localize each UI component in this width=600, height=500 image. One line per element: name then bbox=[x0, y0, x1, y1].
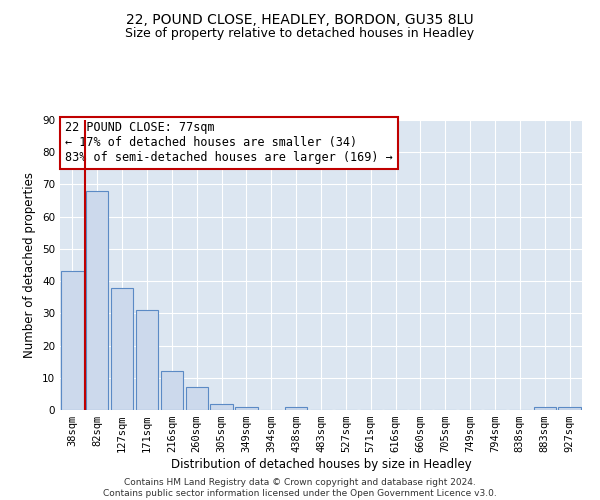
Y-axis label: Number of detached properties: Number of detached properties bbox=[23, 172, 37, 358]
Bar bbox=[111, 288, 133, 410]
Bar bbox=[161, 372, 183, 410]
Text: 22, POUND CLOSE, HEADLEY, BORDON, GU35 8LU: 22, POUND CLOSE, HEADLEY, BORDON, GU35 8… bbox=[126, 12, 474, 26]
Text: Contains HM Land Registry data © Crown copyright and database right 2024.
Contai: Contains HM Land Registry data © Crown c… bbox=[103, 478, 497, 498]
Bar bbox=[533, 407, 556, 410]
Text: 22 POUND CLOSE: 77sqm
← 17% of detached houses are smaller (34)
83% of semi-deta: 22 POUND CLOSE: 77sqm ← 17% of detached … bbox=[65, 122, 393, 164]
Bar bbox=[136, 310, 158, 410]
Bar bbox=[86, 191, 109, 410]
Bar bbox=[559, 407, 581, 410]
Bar bbox=[285, 407, 307, 410]
Bar bbox=[211, 404, 233, 410]
Bar bbox=[61, 272, 83, 410]
Bar bbox=[235, 407, 257, 410]
Bar bbox=[185, 388, 208, 410]
X-axis label: Distribution of detached houses by size in Headley: Distribution of detached houses by size … bbox=[170, 458, 472, 471]
Text: Size of property relative to detached houses in Headley: Size of property relative to detached ho… bbox=[125, 28, 475, 40]
